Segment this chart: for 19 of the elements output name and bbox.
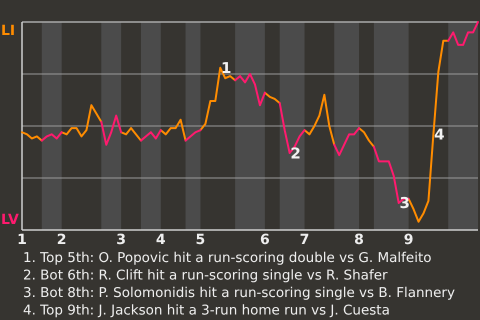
x-tick-label: 2 xyxy=(56,232,67,248)
annotation: 1 xyxy=(221,59,232,78)
text: LI xyxy=(1,23,16,39)
x-tick-label: 9 xyxy=(404,232,414,248)
x-tick-label: 1 xyxy=(17,232,27,248)
annotation: 4 xyxy=(434,126,445,144)
x-tick-label: 7 xyxy=(300,232,310,248)
text: 1. Top 5th: O. Popovic hit a run-scoring double vs G. Malfeito xyxy=(23,250,432,266)
x-tick-label: 6 xyxy=(260,232,270,248)
annotation: 3 xyxy=(399,194,410,212)
x-tick-label: 3 xyxy=(116,232,126,248)
annotation: 2 xyxy=(290,144,301,162)
text: 4. Top 9th: J. Jackson hit a 3-run home run vs J. Cuesta xyxy=(23,302,390,318)
text: LV xyxy=(1,212,19,228)
x-tick-label: 4 xyxy=(156,232,166,248)
text: 2. Bot 6th: R. Clift hit a run-scoring single vs R. Shafer xyxy=(23,268,388,284)
x-tick-label: 5 xyxy=(196,232,206,248)
text: 3. Bot 8th: P. Solomonidis hit a run-scoring single vs B. Flannery xyxy=(23,285,455,301)
x-tick-label: 8 xyxy=(354,232,364,248)
